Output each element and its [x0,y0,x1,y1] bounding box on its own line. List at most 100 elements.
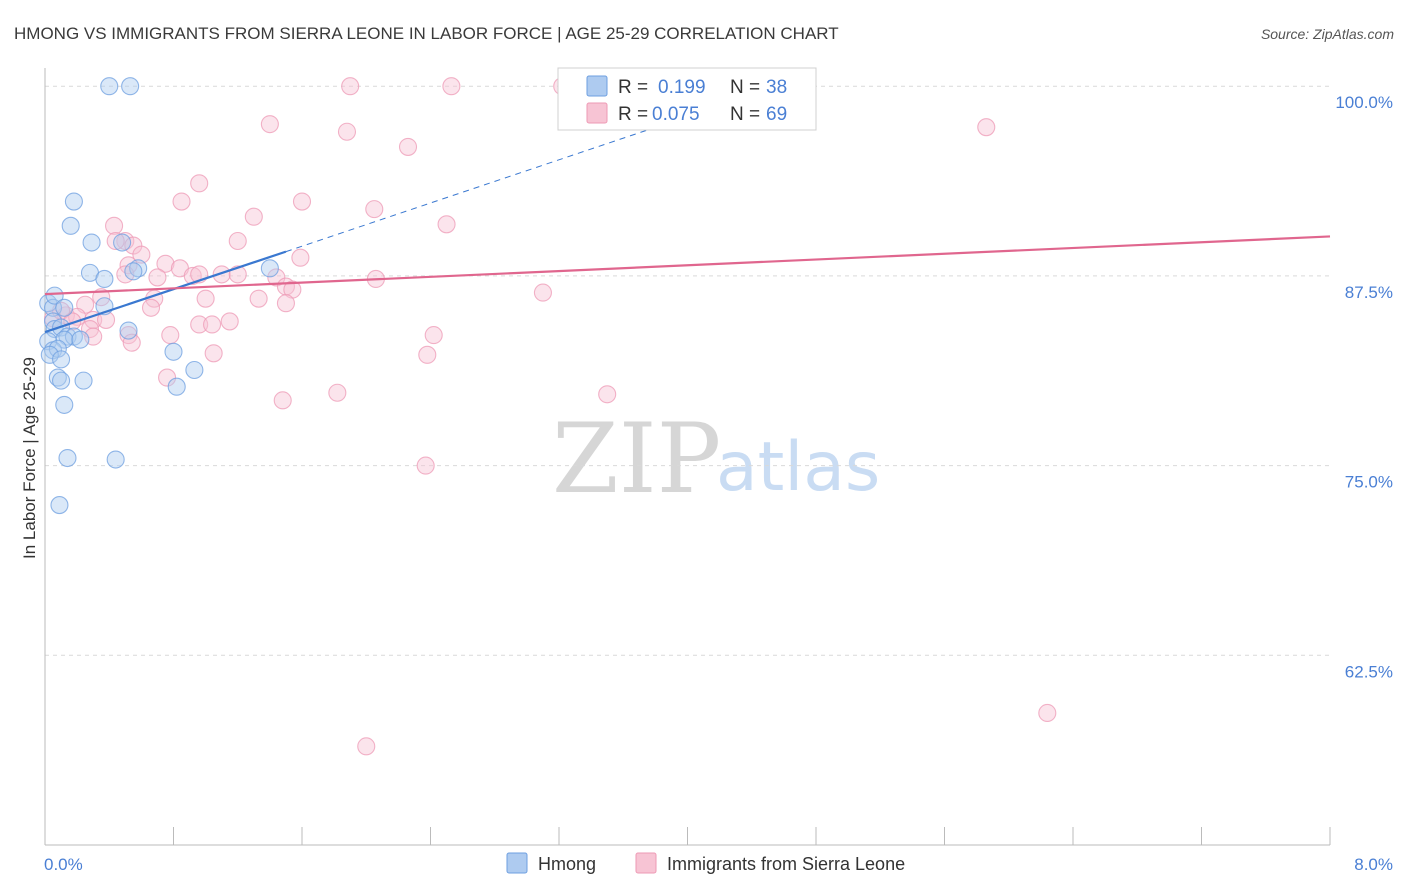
sierra-leone-point [276,294,295,313]
hmong-point [45,286,64,305]
sierra-leone-point [437,215,456,234]
y-tick-label: 87.5% [1345,283,1393,302]
sierra-leone-point [228,231,247,251]
hmong-point [121,77,140,96]
sierra-leone-point [220,312,239,331]
y-tick-label: 100.0% [1335,93,1393,112]
sierra-leone-point [106,231,125,251]
sierra-leone-point [105,216,124,235]
legend-swatch-hmong [586,75,608,97]
sierra-leone-point [148,268,167,287]
legend-n-label: N = [730,104,760,125]
hmong-point [61,216,80,235]
hmong-point [124,262,143,281]
hmong-point [82,233,101,252]
hmong-point [52,350,71,369]
sierra-leone-point [398,137,418,156]
hmong-point [52,371,71,390]
hmong-point [40,345,59,364]
hmong-point [50,496,69,515]
sierra-leone-point [442,77,461,96]
hmong-point [119,321,138,340]
series-legend: Hmong Immigrants from Sierra Leone [506,852,905,874]
legend-r-label: R = [618,77,648,98]
sierra-leone-point [158,368,177,387]
sierra-leone-point [416,456,435,475]
sierra-leone-point [977,118,996,137]
trend-lines [44,116,1331,334]
watermark: ZIP atlas [552,403,880,515]
series-legend-label-hmong: Hmong [538,854,596,874]
sierra-leone-point [190,315,209,334]
hmong-point [113,233,132,252]
stats-legend: R = 0.199 N = 38 R = 0.075 N = 69 [557,67,817,131]
sierra-leone-point [141,298,161,317]
sierra-leone-point [204,344,223,363]
hmong-point [129,259,148,278]
sierra-leone-point [161,326,180,345]
series-legend-swatch-sierra-leone [635,852,657,874]
sierra-leone-point [418,345,437,364]
hmong-point [55,298,74,317]
y-axis-label: In Labor Force | Age 25-29 [20,357,39,559]
sierra-leone-point [337,122,357,141]
hmong-point [48,368,67,387]
sierra-leone-point [291,248,310,267]
sierra-leone-point [212,265,231,284]
legend-r-label: R = [618,104,648,125]
sierra-leone-point [365,200,384,219]
series-hmong-points [39,77,279,515]
x-tick-label-max: 8.0% [1354,855,1393,874]
sierra-leone-point [357,737,376,756]
hmong-point [167,377,186,396]
y-tick-labels: 100.0% 87.5% 75.0% 62.5% [1335,93,1393,681]
sierra-leone-point [533,283,552,302]
hmong-trend-line [44,250,287,334]
legend-n-value-hmong: 38 [766,77,787,98]
legend-r-value-hmong: 0.199 [658,77,706,98]
x-tick-labels: 0.0% 8.0% [44,855,1393,874]
sierra-leone-point [341,77,360,96]
hmong-point [55,395,74,414]
hmong-point [39,332,58,351]
gridlines [45,85,1330,656]
x-tick-label-min: 0.0% [44,855,83,874]
legend-n-label: N = [730,77,760,98]
sierra-leone-point [196,289,215,308]
hmong-point [260,259,279,278]
watermark-atlas: atlas [716,428,880,507]
hmong-point [100,77,119,96]
sierra-leone-point [172,192,191,211]
sierra-leone-point [249,289,268,308]
sierra-leone-point [203,315,222,334]
hmong-point [164,342,183,361]
chart-source: Source: ZipAtlas.com [1261,26,1394,42]
hmong-point [185,360,204,380]
chart-title: HMONG VS IMMIGRANTS FROM SIERRA LEONE IN… [14,24,839,43]
sierra-leone-point [598,385,617,404]
legend-n-value-sierra-leone: 69 [766,104,787,125]
hmong-point [55,330,74,349]
sierra-leone-point [244,207,263,226]
sierra-leone-point [1038,703,1057,723]
y-tick-label: 62.5% [1345,662,1393,681]
hmong-point [64,192,83,211]
sierra-leone-point [156,254,175,273]
sierra-leone-point [424,326,443,345]
watermark-zip: ZIP [552,403,721,515]
y-tick-label: 75.0% [1345,473,1393,492]
sierra-leone-point [260,115,279,134]
series-legend-label-sierra-leone: Immigrants from Sierra Leone [667,854,905,874]
legend-r-value-sierra-leone: 0.075 [652,104,700,125]
sierra-leone-point [190,174,209,193]
sierra-leone-point [292,192,312,211]
sierra-leone-point [328,383,347,402]
hmong-point [71,330,90,349]
legend-swatch-sierra-leone [586,102,608,124]
hmong-point [58,448,77,468]
sierra-leone-point [273,391,292,410]
hmong-point [106,450,125,469]
sierra-leone-point [132,245,151,264]
sierra-leone-trend-line [44,235,1331,296]
